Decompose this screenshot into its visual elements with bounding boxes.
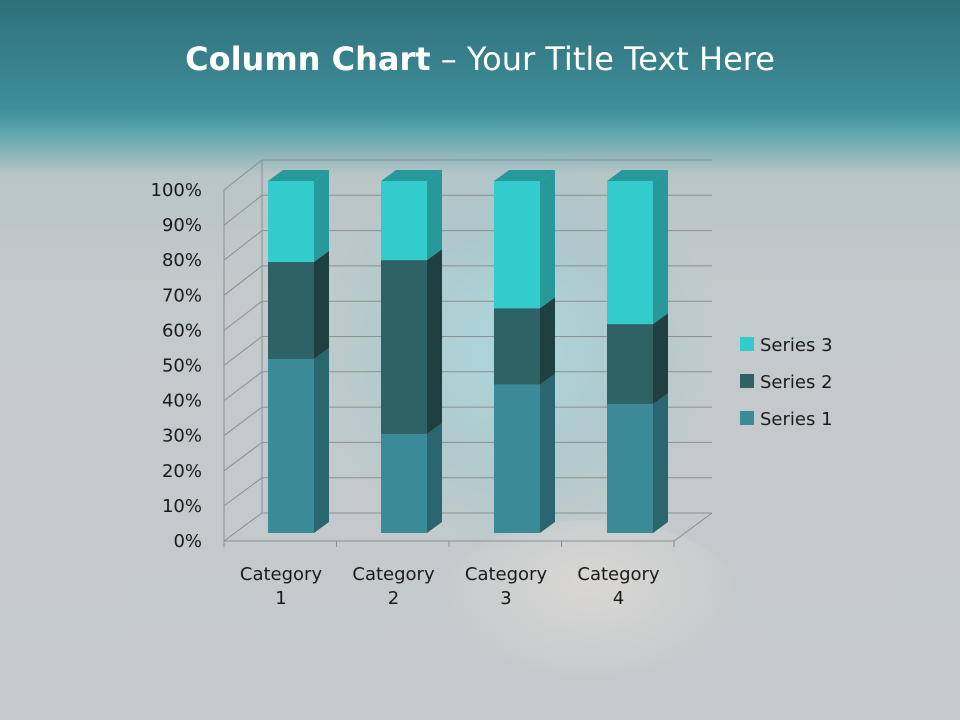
legend-swatch [740, 374, 754, 388]
left-wall-gridline [223, 441, 263, 472]
x-category-label: 2 [388, 588, 399, 609]
x-category-label: Category [352, 564, 435, 585]
y-tick-label: 50% [162, 356, 202, 377]
left-wall-gridline [223, 194, 263, 226]
y-tick-label: 30% [162, 426, 202, 447]
bar-side-2 [653, 313, 668, 405]
x-category-label: 1 [275, 588, 286, 609]
y-tick-label: 20% [162, 461, 202, 482]
bar-segment-series-3 [381, 181, 427, 261]
left-wall-gridline [223, 230, 263, 261]
y-tick-label: 10% [162, 496, 202, 517]
bar-segment-series-2 [268, 261, 314, 360]
legend-label: Series 3 [760, 335, 833, 356]
y-tick-label: 60% [162, 320, 202, 341]
left-wall-gridline [223, 406, 263, 437]
y-tick-label: 80% [162, 250, 202, 271]
bar-top [607, 170, 668, 181]
bar-side-3 [427, 170, 442, 261]
y-tick-label: 90% [162, 215, 202, 236]
legend-label: Series 2 [760, 372, 833, 393]
bar-top [494, 170, 555, 181]
bar-segment-series-3 [607, 181, 653, 325]
slide-title: Column Chart – Your Title Text Here [0, 40, 960, 78]
x-category-label: 3 [500, 588, 511, 609]
left-wall-gridline [223, 477, 263, 507]
legend-swatch [740, 411, 754, 425]
x-category-label: 4 [613, 588, 624, 609]
bar-segment-series-3 [268, 181, 314, 262]
bar-segment-series-1 [381, 434, 427, 533]
bar-segment-series-1 [494, 384, 540, 533]
bar-segment-series-3 [494, 181, 540, 309]
bar-segment-series-2 [607, 324, 653, 405]
x-category-label: Category [465, 564, 548, 585]
left-wall-gridline [223, 159, 263, 191]
background-hand [440, 520, 740, 680]
bar-side-1 [540, 373, 555, 533]
left-wall-gridline [223, 512, 263, 542]
y-tick-label: 100% [151, 180, 202, 201]
bar-side-2 [314, 250, 329, 360]
bar-side-2 [540, 297, 555, 385]
bar-side-1 [427, 423, 442, 533]
bar-top [381, 170, 442, 181]
bar-side-3 [653, 170, 668, 325]
bar-side-1 [653, 393, 668, 533]
y-tick-label: 0% [173, 531, 202, 552]
legend-swatch [740, 337, 754, 351]
y-tick-label: 70% [162, 285, 202, 306]
x-category-label: Category [577, 564, 660, 585]
y-tick-label: 40% [162, 391, 202, 412]
x-category-label: Category [240, 564, 323, 585]
bar-side-3 [540, 170, 555, 309]
left-wall-gridline [223, 300, 263, 331]
bar-segment-series-1 [268, 359, 314, 533]
left-wall-gridline [223, 371, 263, 401]
title-bold: Column Chart [185, 40, 431, 78]
legend-label: Series 1 [760, 409, 833, 430]
bar-side-2 [427, 249, 442, 435]
bar-side-1 [314, 348, 329, 533]
bar-segment-series-2 [494, 308, 540, 385]
title-rest: – Your Title Text Here [430, 40, 775, 78]
left-wall-gridline [223, 265, 263, 296]
bar-side-3 [314, 170, 329, 262]
bar-top [268, 170, 329, 181]
bar-segment-series-1 [607, 404, 653, 533]
left-wall-gridline [223, 336, 263, 366]
bar-segment-series-2 [381, 260, 427, 435]
